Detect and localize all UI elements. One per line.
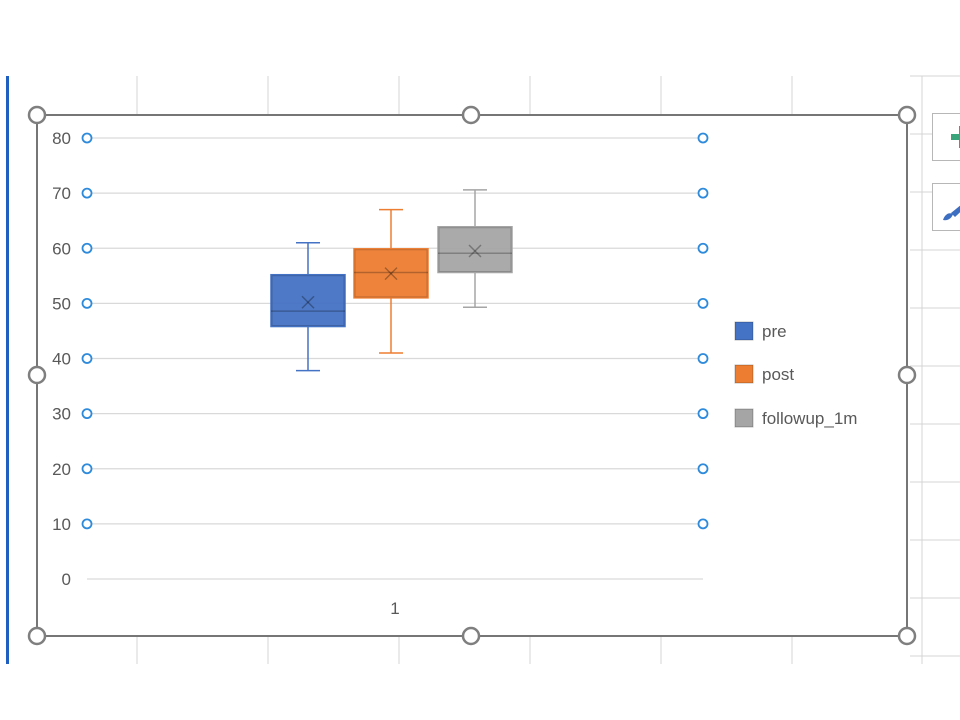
y-tick-label: 40 <box>52 350 71 369</box>
iqr-box-outline <box>354 249 428 298</box>
plot-area-handle[interactable] <box>697 518 709 530</box>
mean-marker <box>301 295 315 309</box>
plot-area-handle[interactable] <box>697 408 709 420</box>
legend-item-pre[interactable]: pre <box>734 321 787 341</box>
mean-marker <box>301 295 315 309</box>
x-tick-label: 1 <box>390 599 399 618</box>
legend-label: pre <box>762 322 787 341</box>
plot-area-handle[interactable] <box>697 187 709 199</box>
plot-area-handle[interactable] <box>81 132 93 144</box>
legend-label: followup_1m <box>762 409 857 428</box>
iqr-box[interactable] <box>353 248 429 299</box>
resize-handle[interactable] <box>897 365 917 385</box>
y-tick-label: 60 <box>52 239 71 258</box>
chart-elements-button[interactable] <box>932 113 960 161</box>
plot-area-handle[interactable] <box>81 463 93 475</box>
plot-area[interactable] <box>270 189 513 372</box>
legend-swatch <box>734 408 754 428</box>
resize-handle[interactable] <box>897 626 917 646</box>
y-tick-label: 20 <box>52 460 71 479</box>
plot-area-handle[interactable] <box>697 463 709 475</box>
box-post[interactable] <box>353 208 429 354</box>
iqr-box[interactable] <box>437 226 513 274</box>
paintbrush-icon <box>943 205 960 221</box>
y-tick-label: 80 <box>52 129 71 148</box>
mean-marker <box>468 244 482 258</box>
box-pre[interactable] <box>270 241 346 372</box>
legend[interactable]: pre post followup_1m <box>734 321 857 428</box>
chart-frame[interactable] <box>36 114 908 637</box>
resize-handle[interactable] <box>461 105 481 125</box>
mean-marker <box>468 244 482 258</box>
plot-area-handle[interactable] <box>81 187 93 199</box>
plot-area-handle[interactable] <box>697 132 709 144</box>
mean-marker <box>384 267 398 281</box>
iqr-box-outline <box>438 227 512 273</box>
y-tick-label: 0 <box>62 570 71 589</box>
y-axis-tick-labels: 0 10 20 30 40 50 60 70 80 <box>52 129 71 589</box>
plot-area-handle[interactable] <box>81 408 93 420</box>
legend-item-post[interactable]: post <box>734 364 794 384</box>
resize-handle[interactable] <box>27 365 47 385</box>
y-tick-label: 70 <box>52 184 71 203</box>
plot-area-handle[interactable] <box>697 242 709 254</box>
resize-handle[interactable] <box>897 105 917 125</box>
plot-area-handle[interactable] <box>81 353 93 364</box>
resize-handle[interactable] <box>27 626 47 646</box>
plot-area-handle[interactable] <box>697 297 709 309</box>
resize-handle[interactable] <box>27 105 47 125</box>
x-axis-tick-labels: 1 <box>390 599 399 618</box>
legend-label: post <box>762 365 794 384</box>
iqr-box[interactable] <box>270 273 346 328</box>
legend-item-followup_1m[interactable]: followup_1m <box>734 408 857 428</box>
plot-area-selection-handles[interactable] <box>81 132 709 530</box>
plot-area-handle[interactable] <box>81 518 93 530</box>
chart-resize-handles[interactable] <box>27 105 917 646</box>
plot-area-handle[interactable] <box>81 297 93 309</box>
gridlines <box>87 137 703 580</box>
mean-marker <box>384 267 398 281</box>
y-tick-label: 30 <box>52 405 71 424</box>
resize-handle[interactable] <box>461 626 481 646</box>
plot-area-handle[interactable] <box>81 242 93 254</box>
legend-swatch <box>734 321 754 341</box>
y-tick-label: 10 <box>52 515 71 534</box>
y-tick-label: 50 <box>52 294 71 313</box>
legend-swatch <box>734 364 754 384</box>
box-followup_1m[interactable] <box>437 189 513 308</box>
plot-area-handle[interactable] <box>697 353 709 364</box>
iqr-box-outline <box>271 275 345 327</box>
chart-styles-button[interactable] <box>932 183 960 231</box>
row-header-selection-bar <box>6 76 9 664</box>
plus-icon <box>951 126 960 148</box>
